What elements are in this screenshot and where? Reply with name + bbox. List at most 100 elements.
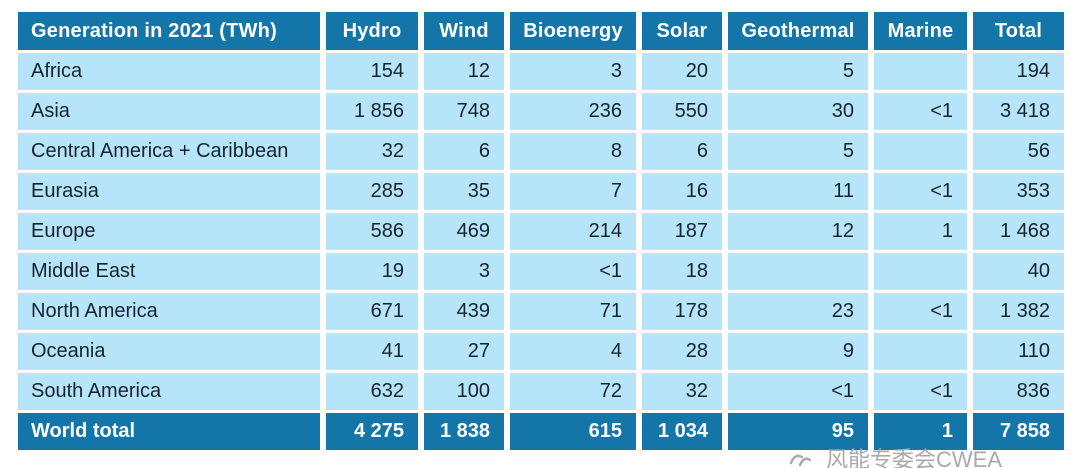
- value-cell: 20: [642, 53, 722, 90]
- header-cell-hydro: Hydro: [326, 12, 418, 50]
- value-cell: [728, 253, 868, 290]
- value-cell: 353: [973, 173, 1064, 210]
- value-cell: 178: [642, 293, 722, 330]
- value-cell: 16: [642, 173, 722, 210]
- total-value-cell: 7 858: [973, 413, 1064, 450]
- header-cell-marine: Marine: [874, 12, 967, 50]
- value-cell: <1: [874, 173, 967, 210]
- value-cell: 110: [973, 333, 1064, 370]
- header-cell-title: Generation in 2021 (TWh): [18, 12, 320, 50]
- value-cell: <1: [874, 373, 967, 410]
- value-cell: 30: [728, 93, 868, 130]
- total-region-cell: World total: [18, 413, 320, 450]
- value-cell: 28: [642, 333, 722, 370]
- total-value-cell: 95: [728, 413, 868, 450]
- region-cell: Middle East: [18, 253, 320, 290]
- value-cell: 7: [510, 173, 636, 210]
- value-cell: 5: [728, 53, 868, 90]
- value-cell: 632: [326, 373, 418, 410]
- value-cell: 18: [642, 253, 722, 290]
- value-cell: 285: [326, 173, 418, 210]
- value-cell: 187: [642, 213, 722, 250]
- value-cell: 5: [728, 133, 868, 170]
- value-cell: 41: [326, 333, 418, 370]
- region-cell: Central America + Caribbean: [18, 133, 320, 170]
- header-cell-geothermal: Geothermal: [728, 12, 868, 50]
- value-cell: 12: [728, 213, 868, 250]
- table-row-world-total: World total 4 275 1 838 615 1 034 95 1 7…: [18, 413, 1064, 450]
- total-value-cell: 1 034: [642, 413, 722, 450]
- value-cell: 586: [326, 213, 418, 250]
- value-cell: 32: [642, 373, 722, 410]
- value-cell: 3: [424, 253, 504, 290]
- value-cell: 1 382: [973, 293, 1064, 330]
- watermark: 风能专委会CWEA: [788, 447, 1002, 468]
- table-row-europe: Europe 586 469 214 187 12 1 1 468: [18, 213, 1064, 250]
- table-row-north-america: North America 671 439 71 178 23 <1 1 382: [18, 293, 1064, 330]
- generation-table: Generation in 2021 (TWh) Hydro Wind Bioe…: [18, 12, 1064, 450]
- table-row-africa: Africa 154 12 3 20 5 194: [18, 53, 1064, 90]
- table-row-asia: Asia 1 856 748 236 550 30 <1 3 418: [18, 93, 1064, 130]
- region-cell: North America: [18, 293, 320, 330]
- total-value-cell: 1: [874, 413, 967, 450]
- region-cell: Europe: [18, 213, 320, 250]
- value-cell: 194: [973, 53, 1064, 90]
- value-cell: 27: [424, 333, 504, 370]
- region-cell: Asia: [18, 93, 320, 130]
- value-cell: 8: [510, 133, 636, 170]
- value-cell: 32: [326, 133, 418, 170]
- total-value-cell: 615: [510, 413, 636, 450]
- value-cell: 4: [510, 333, 636, 370]
- value-cell: 6: [642, 133, 722, 170]
- total-value-cell: 4 275: [326, 413, 418, 450]
- table-header-row: Generation in 2021 (TWh) Hydro Wind Bioe…: [18, 12, 1064, 50]
- watermark-text: 风能专委会CWEA: [826, 447, 1003, 468]
- value-cell: 11: [728, 173, 868, 210]
- value-cell: 6: [424, 133, 504, 170]
- table-row-oceania: Oceania 41 27 4 28 9 110: [18, 333, 1064, 370]
- value-cell: [874, 253, 967, 290]
- value-cell: 100: [424, 373, 504, 410]
- value-cell: [874, 133, 967, 170]
- value-cell: 19: [326, 253, 418, 290]
- value-cell: 154: [326, 53, 418, 90]
- value-cell: 9: [728, 333, 868, 370]
- table-row-eurasia: Eurasia 285 35 7 16 11 <1 353: [18, 173, 1064, 210]
- value-cell: 1: [874, 213, 967, 250]
- region-cell: South America: [18, 373, 320, 410]
- value-cell: <1: [728, 373, 868, 410]
- table-row-south-america: South America 632 100 72 32 <1 <1 836: [18, 373, 1064, 410]
- value-cell: 3 418: [973, 93, 1064, 130]
- region-cell: Africa: [18, 53, 320, 90]
- value-cell: 23: [728, 293, 868, 330]
- region-cell: Eurasia: [18, 173, 320, 210]
- value-cell: 40: [973, 253, 1064, 290]
- total-value-cell: 1 838: [424, 413, 504, 450]
- value-cell: 439: [424, 293, 504, 330]
- table-row-central-america-caribbean: Central America + Caribbean 32 6 8 6 5 5…: [18, 133, 1064, 170]
- header-cell-bioenergy: Bioenergy: [510, 12, 636, 50]
- value-cell: 214: [510, 213, 636, 250]
- value-cell: 12: [424, 53, 504, 90]
- value-cell: 71: [510, 293, 636, 330]
- value-cell: 469: [424, 213, 504, 250]
- table-row-middle-east: Middle East 19 3 <1 18 40: [18, 253, 1064, 290]
- value-cell: <1: [510, 253, 636, 290]
- value-cell: <1: [874, 293, 967, 330]
- value-cell: 748: [424, 93, 504, 130]
- value-cell: [874, 333, 967, 370]
- value-cell: 1 468: [973, 213, 1064, 250]
- header-cell-wind: Wind: [424, 12, 504, 50]
- value-cell: 550: [642, 93, 722, 130]
- header-cell-solar: Solar: [642, 12, 722, 50]
- value-cell: 836: [973, 373, 1064, 410]
- value-cell: 236: [510, 93, 636, 130]
- value-cell: 3: [510, 53, 636, 90]
- cwea-logo-icon: [789, 454, 812, 467]
- value-cell: 1 856: [326, 93, 418, 130]
- value-cell: <1: [874, 93, 967, 130]
- value-cell: [874, 53, 967, 90]
- header-cell-total: Total: [973, 12, 1064, 50]
- region-cell: Oceania: [18, 333, 320, 370]
